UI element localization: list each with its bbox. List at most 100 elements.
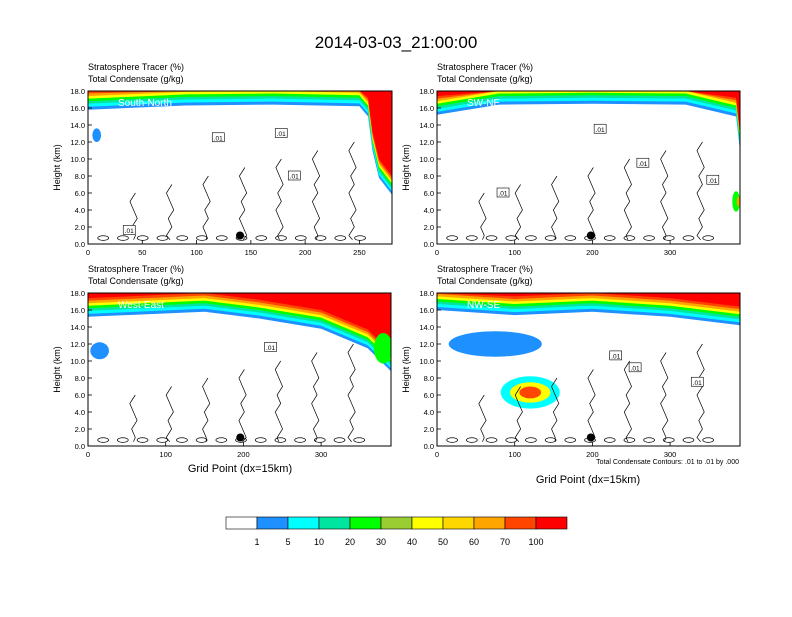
contour-label-box — [264, 342, 277, 352]
cloud-blob-0 — [90, 342, 109, 360]
y-tick-label: 14.0 — [419, 323, 434, 332]
contour-line — [165, 184, 175, 240]
x-axis-title-nw-se: Grid Point (dx=15km) — [536, 474, 640, 486]
contour-blob — [505, 235, 518, 241]
contour-label-box — [628, 362, 642, 373]
panel-south-north: Stratosphere Tracer (%) Total Condensate… — [52, 62, 393, 257]
contour-line — [347, 343, 356, 442]
contour-label-box — [636, 157, 650, 168]
colorbar-box — [442, 516, 475, 530]
contour-label-box — [593, 123, 607, 134]
contour-blob — [294, 437, 306, 443]
cloud-blob-0 — [732, 191, 740, 212]
contour-blob — [156, 437, 169, 443]
y-tick-label: 4.0 — [424, 408, 434, 417]
contour-line — [587, 369, 596, 442]
contour-line — [129, 394, 138, 442]
condensate-contours — [446, 343, 714, 443]
contour-label-box — [706, 174, 720, 185]
panel-subtitle-condensate: Total Condensate (g/kg) — [437, 276, 533, 286]
contour-line — [514, 184, 523, 240]
colorbar-box — [473, 516, 506, 530]
colorbar-box — [318, 516, 351, 530]
panel-label: NW-SE — [467, 300, 500, 311]
panel-label: SW-NE — [467, 98, 500, 109]
y-tick-label: 12.0 — [419, 340, 434, 349]
y-tick-label: 14.0 — [419, 121, 434, 130]
colorbar-label: 1 — [254, 537, 259, 547]
y-tick-label: 6.0 — [75, 391, 85, 400]
contour-blob — [136, 235, 149, 241]
tracer-band-7 — [437, 293, 740, 307]
colorbar-box — [504, 516, 537, 530]
contour-line — [129, 192, 138, 240]
y-tick-label: 10.0 — [419, 155, 434, 164]
contour-line — [311, 352, 320, 442]
colorbar-label: 20 — [345, 537, 355, 547]
contour-label-box — [609, 350, 622, 361]
y-tick-label: 0.0 — [424, 442, 434, 451]
y-axis-title: Height (km) — [401, 346, 411, 393]
location-marker — [236, 231, 244, 240]
x-tick-label: 0 — [435, 450, 439, 459]
y-tick-label: 14.0 — [70, 323, 85, 332]
field-layers — [88, 293, 391, 443]
contour-label: .01 — [611, 353, 620, 360]
y-tick-label: 12.0 — [70, 340, 85, 349]
contour-line — [587, 167, 596, 240]
contour-label-box — [690, 376, 704, 387]
contour-blob — [215, 235, 228, 241]
contour-blob — [485, 437, 498, 443]
contour-blob — [313, 437, 326, 443]
panel-label: South-North — [118, 98, 172, 109]
plot-background — [437, 91, 740, 244]
colorbar-box — [380, 516, 413, 530]
x-axis-title-west-east: Grid Point (dx=15km) — [188, 463, 292, 475]
contour-blob — [353, 437, 365, 443]
y-axis-title: Height (km) — [52, 144, 62, 191]
y-tick-label: 6.0 — [75, 189, 85, 198]
x-tick-label: 100 — [159, 450, 172, 459]
contour-blob — [274, 437, 287, 443]
contour-label-box — [122, 225, 136, 235]
contour-label-box — [496, 187, 510, 198]
contour-blob — [682, 437, 695, 443]
contour-line — [551, 175, 560, 240]
y-tick-label: 0.0 — [424, 240, 434, 249]
panel-label: West-East — [118, 300, 164, 311]
contour-line — [202, 377, 211, 442]
contour-line — [311, 150, 321, 240]
contour-line — [660, 352, 669, 442]
contour-blob — [564, 437, 577, 443]
contour-line — [623, 360, 632, 442]
y-tick-label: 12.0 — [70, 138, 85, 147]
contour-blob — [623, 235, 636, 241]
contour-line — [660, 150, 669, 240]
contour-blob — [354, 235, 366, 241]
y-axis-title: Height (km) — [401, 144, 411, 191]
contour-line — [696, 141, 705, 240]
y-tick-label: 16.0 — [70, 104, 85, 113]
cloud-blob-1 — [736, 196, 740, 207]
location-marker — [586, 231, 595, 240]
y-tick-label: 12.0 — [419, 138, 434, 147]
y-tick-label: 6.0 — [424, 391, 434, 400]
x-tick-label: 200 — [586, 450, 599, 459]
contour-blob — [334, 235, 347, 241]
contour-blob — [176, 235, 189, 241]
figure-title: 2014-03-03_21:00:00 — [315, 33, 478, 52]
field-layers — [88, 91, 392, 241]
contour-label: .01 — [499, 191, 508, 198]
contour-blob — [682, 235, 695, 241]
contour-label: .01 — [631, 365, 640, 372]
colorbar-label: 100 — [528, 537, 543, 547]
contour-line — [348, 141, 357, 240]
colorbar-box — [349, 516, 382, 530]
contour-blob — [215, 437, 228, 443]
x-tick-label: 300 — [664, 450, 677, 459]
panel-subtitle-condensate: Total Condensate (g/kg) — [437, 74, 533, 84]
tracer-band-7 — [88, 293, 391, 353]
colorbar-label: 60 — [469, 537, 479, 547]
colorbar-box — [225, 516, 258, 530]
y-tick-label: 2.0 — [75, 425, 85, 434]
